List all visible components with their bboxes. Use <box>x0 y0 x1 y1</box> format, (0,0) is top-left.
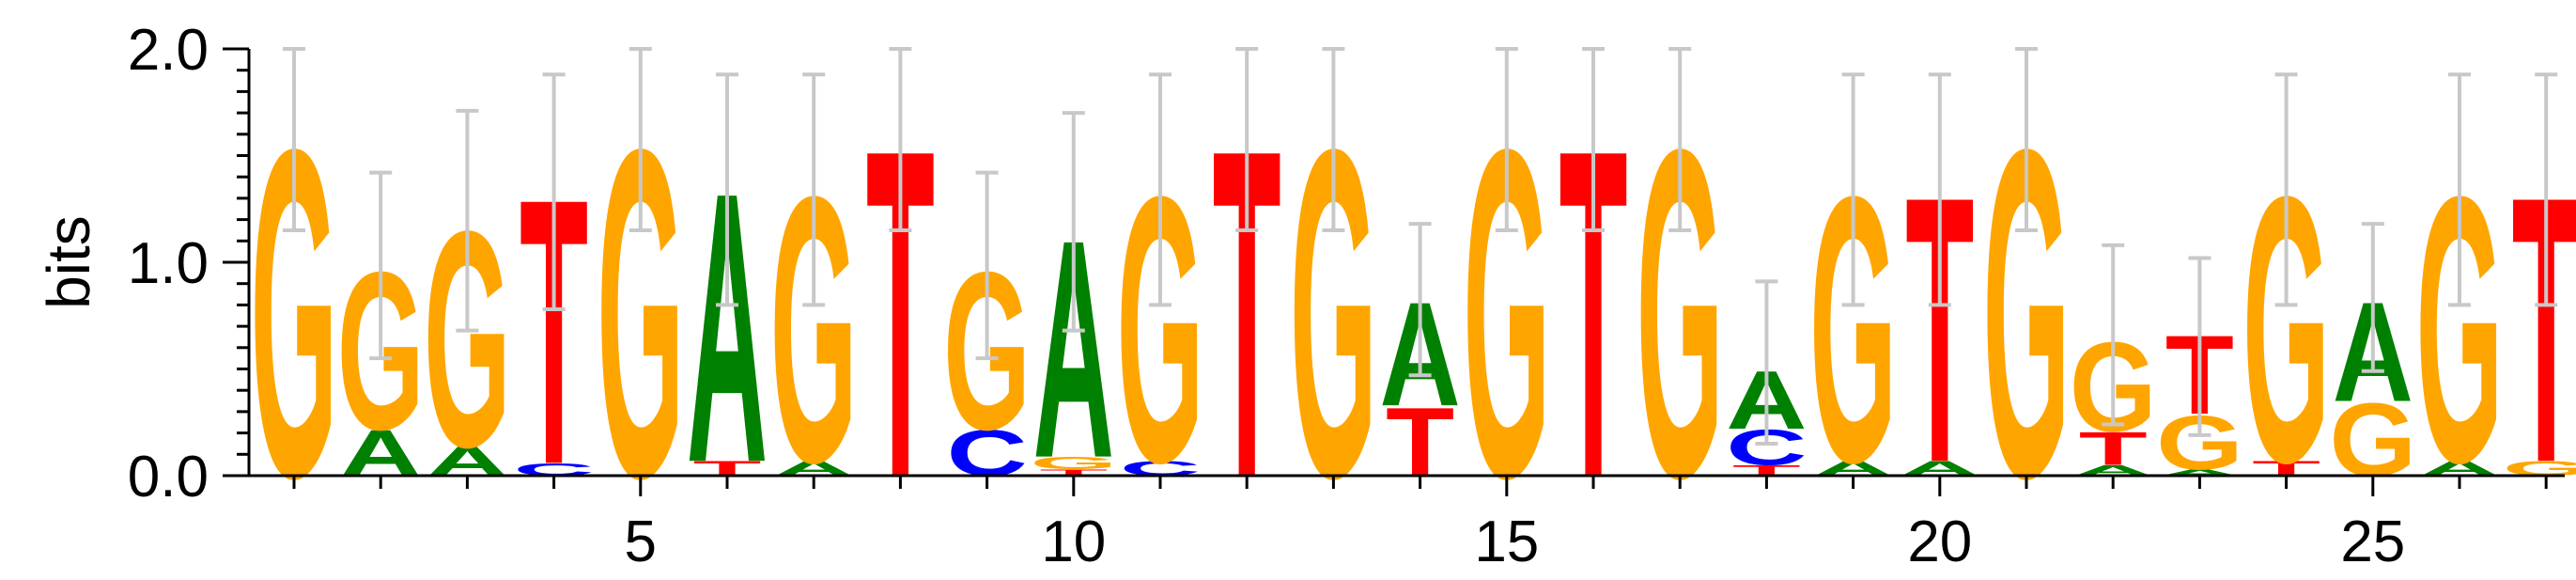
error-bar <box>1149 72 1172 307</box>
y-axis-label: bits <box>35 215 102 309</box>
y-ticks-layer: 0.0 1.0 2.0 <box>128 18 249 509</box>
x-tick-label: 25 <box>2340 509 2405 574</box>
error-bars-layer <box>283 47 2558 446</box>
error-bar <box>1668 47 1692 232</box>
error-bar <box>2102 243 2125 427</box>
error-bar <box>889 47 912 232</box>
error-bar <box>283 47 305 232</box>
logo-letter-T: T <box>2079 423 2148 476</box>
error-bar <box>1062 111 1085 333</box>
error-bar <box>1408 222 1432 378</box>
logo-letter-A: A <box>2159 467 2240 478</box>
error-bar <box>1928 72 1951 307</box>
error-bar <box>2015 47 2038 232</box>
y-tick-label: 2.0 <box>128 18 209 83</box>
error-bar <box>2188 256 2211 437</box>
logo-letter-T: T <box>1039 467 1108 478</box>
y-tick-label: 0.0 <box>128 445 209 509</box>
error-bar <box>1495 47 1518 232</box>
error-bar <box>975 170 999 361</box>
error-bar <box>1582 47 1605 232</box>
logo-letter-G: G <box>1030 453 1117 473</box>
x-tick-label: 5 <box>625 509 657 574</box>
x-tick-label: 15 <box>1474 509 1539 574</box>
error-bar <box>2361 222 2384 373</box>
error-bar <box>2535 72 2558 307</box>
y-tick-label: 1.0 <box>128 231 209 296</box>
error-bar <box>456 108 479 333</box>
logo-letter-T: T <box>2512 119 2576 542</box>
x-ticks-layer: 5 10 15 20 25 <box>292 476 2548 574</box>
error-bar <box>1755 279 1778 446</box>
error-bar <box>716 72 738 307</box>
error-bar <box>2274 72 2298 307</box>
error-bar <box>542 72 566 311</box>
x-tick-label: 20 <box>1907 509 1972 574</box>
error-bar <box>628 47 652 232</box>
axes-layer: 0.0 1.0 2.0 5 10 15 20 25 bits <box>35 18 2565 574</box>
error-bar <box>2448 72 2471 307</box>
error-bar <box>1322 47 1345 232</box>
error-bar <box>1235 47 1259 232</box>
x-tick-label: 10 <box>1041 509 1106 574</box>
error-bar <box>369 170 393 361</box>
error-bar <box>802 72 826 307</box>
error-bar <box>1841 72 1865 307</box>
